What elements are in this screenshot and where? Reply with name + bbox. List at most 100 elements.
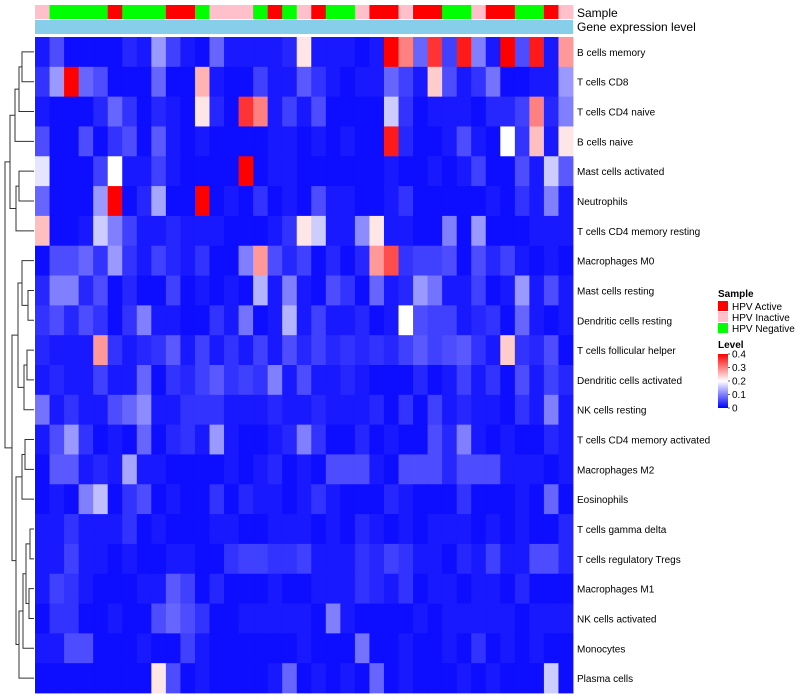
heatmap-cell (296, 663, 312, 694)
heatmap-cell (529, 365, 545, 396)
row-label: Neutrophils (577, 197, 628, 208)
heatmap-cell (253, 215, 269, 247)
row-label: Dendritic cells resting (577, 316, 672, 327)
heatmap-cell (514, 215, 530, 247)
heatmap-cell (340, 603, 356, 634)
heatmap-cell (267, 156, 283, 187)
heatmap-cell (209, 543, 225, 575)
heatmap-cell (93, 215, 109, 247)
heatmap-cell (165, 514, 181, 545)
sample-annotation-cell (471, 5, 487, 19)
row-label: T cells CD4 naive (577, 108, 656, 119)
heatmap-cell (78, 335, 94, 366)
heatmap-cell (413, 215, 428, 247)
sample-annotation-cell (122, 5, 138, 19)
heatmap-cell (78, 275, 94, 306)
heatmap-cell (49, 126, 65, 157)
heatmap-cell (427, 96, 443, 127)
heatmap-cell (107, 663, 123, 694)
heatmap-cell (78, 37, 94, 68)
heatmap-cell (369, 394, 385, 426)
heatmap-cell (296, 37, 312, 68)
heatmap-cell (165, 543, 181, 575)
heatmap-cell (194, 96, 210, 127)
heatmap-cell (35, 603, 50, 634)
heatmap-cell (558, 454, 574, 485)
heatmap-cell (543, 66, 559, 98)
heatmap-cell (543, 275, 559, 306)
row-label: Dendritic cells activated (577, 376, 682, 387)
heatmap-cell (122, 573, 138, 604)
heatmap-cell (442, 156, 458, 187)
heatmap-cell (209, 126, 225, 157)
heatmap-cell (224, 543, 239, 575)
heatmap-cell (413, 633, 428, 664)
heatmap-cell (93, 663, 109, 694)
heatmap-cell (49, 66, 65, 98)
heatmap-cell (296, 96, 312, 127)
heatmap-cell (165, 245, 181, 276)
heatmap-cell (442, 245, 458, 276)
heatmap-cell (413, 514, 428, 545)
heatmap-cell (165, 365, 181, 396)
row-label: Macrophages M1 (577, 585, 655, 596)
heatmap-cell (354, 573, 370, 604)
heatmap-cell (311, 454, 327, 485)
heatmap-cell (456, 424, 472, 455)
heatmap-cell (238, 37, 254, 68)
heatmap-cell (209, 156, 225, 187)
legend-tick-label: 0.3 (732, 363, 746, 374)
heatmap-cell (93, 37, 109, 68)
heatmap-cell (296, 186, 312, 217)
heatmap-cell (514, 484, 530, 515)
heatmap-cell (529, 543, 545, 575)
heatmap-cell (543, 573, 559, 604)
heatmap-cell (442, 663, 458, 694)
heatmap-cell (238, 186, 254, 217)
heatmap-cell (514, 543, 530, 575)
row-label: T cells gamma delta (577, 525, 667, 536)
heatmap-cell (122, 186, 138, 217)
heatmap-cell (485, 245, 501, 276)
sample-annotation-cell (209, 5, 225, 19)
heatmap-cell (136, 484, 152, 515)
sample-annotation-cell (485, 5, 501, 19)
heatmap-cell (64, 365, 80, 396)
heatmap-cell (485, 335, 501, 366)
dendrogram-branch (21, 51, 34, 83)
heatmap-cell (529, 454, 545, 485)
heatmap-cell (398, 245, 414, 276)
heatmap-cell (485, 305, 501, 336)
heatmap-cell (311, 96, 327, 127)
heatmap-cell (78, 573, 94, 604)
heatmap-cell (369, 573, 385, 604)
sample-annotation-cell (224, 5, 239, 19)
heatmap-cell (296, 454, 312, 485)
heatmap-cell (354, 394, 370, 426)
heatmap-cell (427, 663, 443, 694)
heatmap-cell (64, 156, 80, 187)
heatmap-cell (122, 126, 138, 157)
heatmap-cell (35, 66, 50, 98)
row-label: T cells CD4 memory resting (577, 227, 700, 238)
heatmap-cell (369, 37, 385, 68)
heatmap-cell (296, 394, 312, 426)
heatmap-cell (194, 573, 210, 604)
heatmap-cell (49, 186, 65, 217)
heatmap-cell (558, 66, 574, 98)
heatmap-cell (93, 96, 109, 127)
heatmap-cell (471, 454, 487, 485)
heatmap-cell (238, 603, 254, 634)
heatmap-cell (194, 663, 210, 694)
heatmap-cell (136, 275, 152, 306)
heatmap-cell (369, 484, 385, 515)
heatmap-cell (340, 573, 356, 604)
heatmap-cell (558, 126, 574, 157)
heatmap-cell (224, 335, 239, 366)
heatmap-cell (78, 394, 94, 426)
sample-annotation-cell (93, 5, 109, 19)
heatmap-cell (165, 215, 181, 247)
heatmap-cell (354, 96, 370, 127)
heatmap-cell (543, 365, 559, 396)
